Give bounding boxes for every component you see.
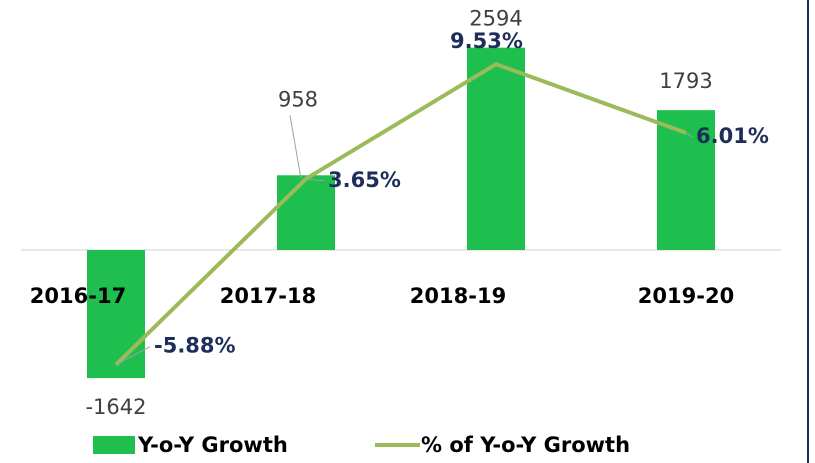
bar xyxy=(657,110,715,250)
bar xyxy=(467,47,525,250)
leader xyxy=(115,346,151,366)
x-tick-label: 2018-19 xyxy=(410,284,506,308)
leader xyxy=(305,178,325,182)
x-tick-label: 2017-18 xyxy=(220,284,316,308)
line-value-label: 6.01% xyxy=(696,124,769,148)
line-value-label: 3.65% xyxy=(328,168,401,192)
leader xyxy=(685,132,693,138)
bar-value-label: 1793 xyxy=(659,69,712,93)
line-value-label: 9.53% xyxy=(450,29,523,53)
x-tick-label: 2016-17 xyxy=(30,284,126,308)
bar-value-label: 958 xyxy=(278,87,318,111)
line xyxy=(114,61,687,367)
legend-label: % of Y-o-Y Growth xyxy=(421,433,630,457)
bar xyxy=(277,175,335,250)
line-value-label: -5.88% xyxy=(154,334,236,358)
bar-value-label: 2594 xyxy=(469,7,522,31)
bar xyxy=(87,250,145,379)
bar-value-label: -1642 xyxy=(85,395,146,419)
x-tick-label: 2019-20 xyxy=(638,284,734,308)
leader xyxy=(289,115,302,179)
legend-swatch xyxy=(93,436,135,454)
legend-label: Y-o-Y Growth xyxy=(137,433,288,457)
